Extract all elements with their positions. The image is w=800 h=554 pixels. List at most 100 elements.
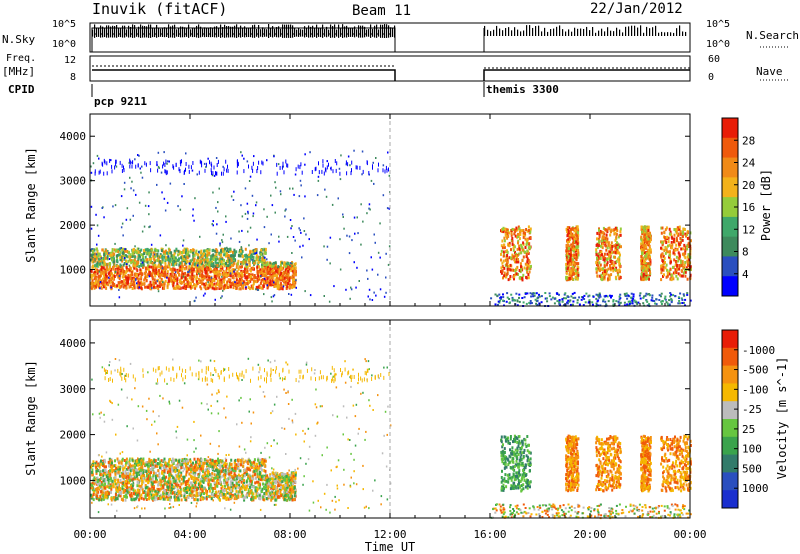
data-cell [251,165,253,170]
data-cell [604,228,607,232]
data-cell [94,264,97,268]
data-cell [203,258,206,262]
data-cell [617,300,620,303]
data-cell [191,169,194,172]
data-cell [661,263,664,267]
data-cell [278,269,281,273]
data-cell [375,157,377,159]
data-cell [689,273,692,277]
freq-label: Freq. [6,53,37,64]
data-cell [660,240,662,244]
data-cell [238,287,241,291]
data-cell [618,260,621,264]
data-cell [516,247,519,251]
data-cell [667,240,670,244]
data-cell [234,273,237,277]
data-cell [627,300,630,303]
data-cell [280,286,283,290]
data-cell [520,268,523,272]
data-cell [533,292,536,295]
data-cell [520,245,523,249]
data-cell [613,232,616,236]
data-cell [595,261,598,265]
data-cell [531,292,534,295]
data-cell [565,247,568,250]
data-cell [573,261,576,265]
nsky-bar [284,24,286,38]
data-cell [159,253,162,257]
data-cell [192,275,195,278]
data-cell [185,285,188,288]
data-cell [666,271,669,275]
data-cell [251,284,254,288]
data-cell [263,226,266,229]
data-cell [284,280,287,284]
data-cell [246,269,249,273]
data-cell [356,266,358,269]
data-cell [571,227,574,231]
data-cell [137,273,140,277]
nsky-bar [628,26,630,36]
data-cell [603,270,606,273]
data-cell [156,183,158,186]
nsky-bar [218,28,220,37]
data-cell [238,283,240,287]
data-cell [105,278,108,282]
nsky-bar [360,25,362,38]
data-cell [604,300,607,303]
data-cell [679,292,682,295]
data-cell [120,284,123,288]
data-cell [229,274,232,278]
nsky-bar [324,28,326,37]
data-cell [215,232,218,235]
data-cell [573,262,576,266]
data-cell [261,252,264,256]
data-cell [115,162,117,167]
data-cell [637,301,640,304]
data-cell [159,275,162,279]
data-cell [651,296,654,299]
data-cell [679,230,682,233]
data-cell [343,227,345,230]
data-cell [348,235,351,238]
data-cell [185,274,188,278]
data-cell [668,227,671,231]
data-cell [178,280,181,284]
data-cell [660,246,662,250]
data-cell [168,259,171,263]
data-cell [678,302,681,305]
data-cell [157,264,160,267]
nsky-bar [328,29,330,37]
data-cell [127,255,130,259]
data-cell [624,293,626,296]
data-cell [152,251,155,255]
data-cell [660,271,663,275]
data-cell [152,285,155,289]
nsky-bar [544,27,546,36]
data-cell [145,162,147,167]
data-cell [175,162,177,167]
data-cell [119,256,122,260]
data-cell [289,187,291,190]
data-cell [199,235,201,238]
data-cell [122,248,125,251]
data-cell [577,262,580,266]
data-cell [103,471,106,475]
data-cell [374,241,376,244]
data-cell [673,233,676,237]
data-cell [244,283,247,287]
data-cell [194,299,196,302]
data-cell [610,273,613,277]
data-cell [172,164,174,169]
data-cell [518,247,521,251]
data-cell [266,258,268,261]
data-cell [286,270,288,274]
data-cell [610,294,613,297]
data-cell [105,485,108,489]
data-cell [113,282,116,286]
data-cell [179,169,181,174]
data-cell [255,286,258,290]
data-cell [203,282,206,286]
data-cell [281,287,284,291]
data-cell [642,302,645,305]
